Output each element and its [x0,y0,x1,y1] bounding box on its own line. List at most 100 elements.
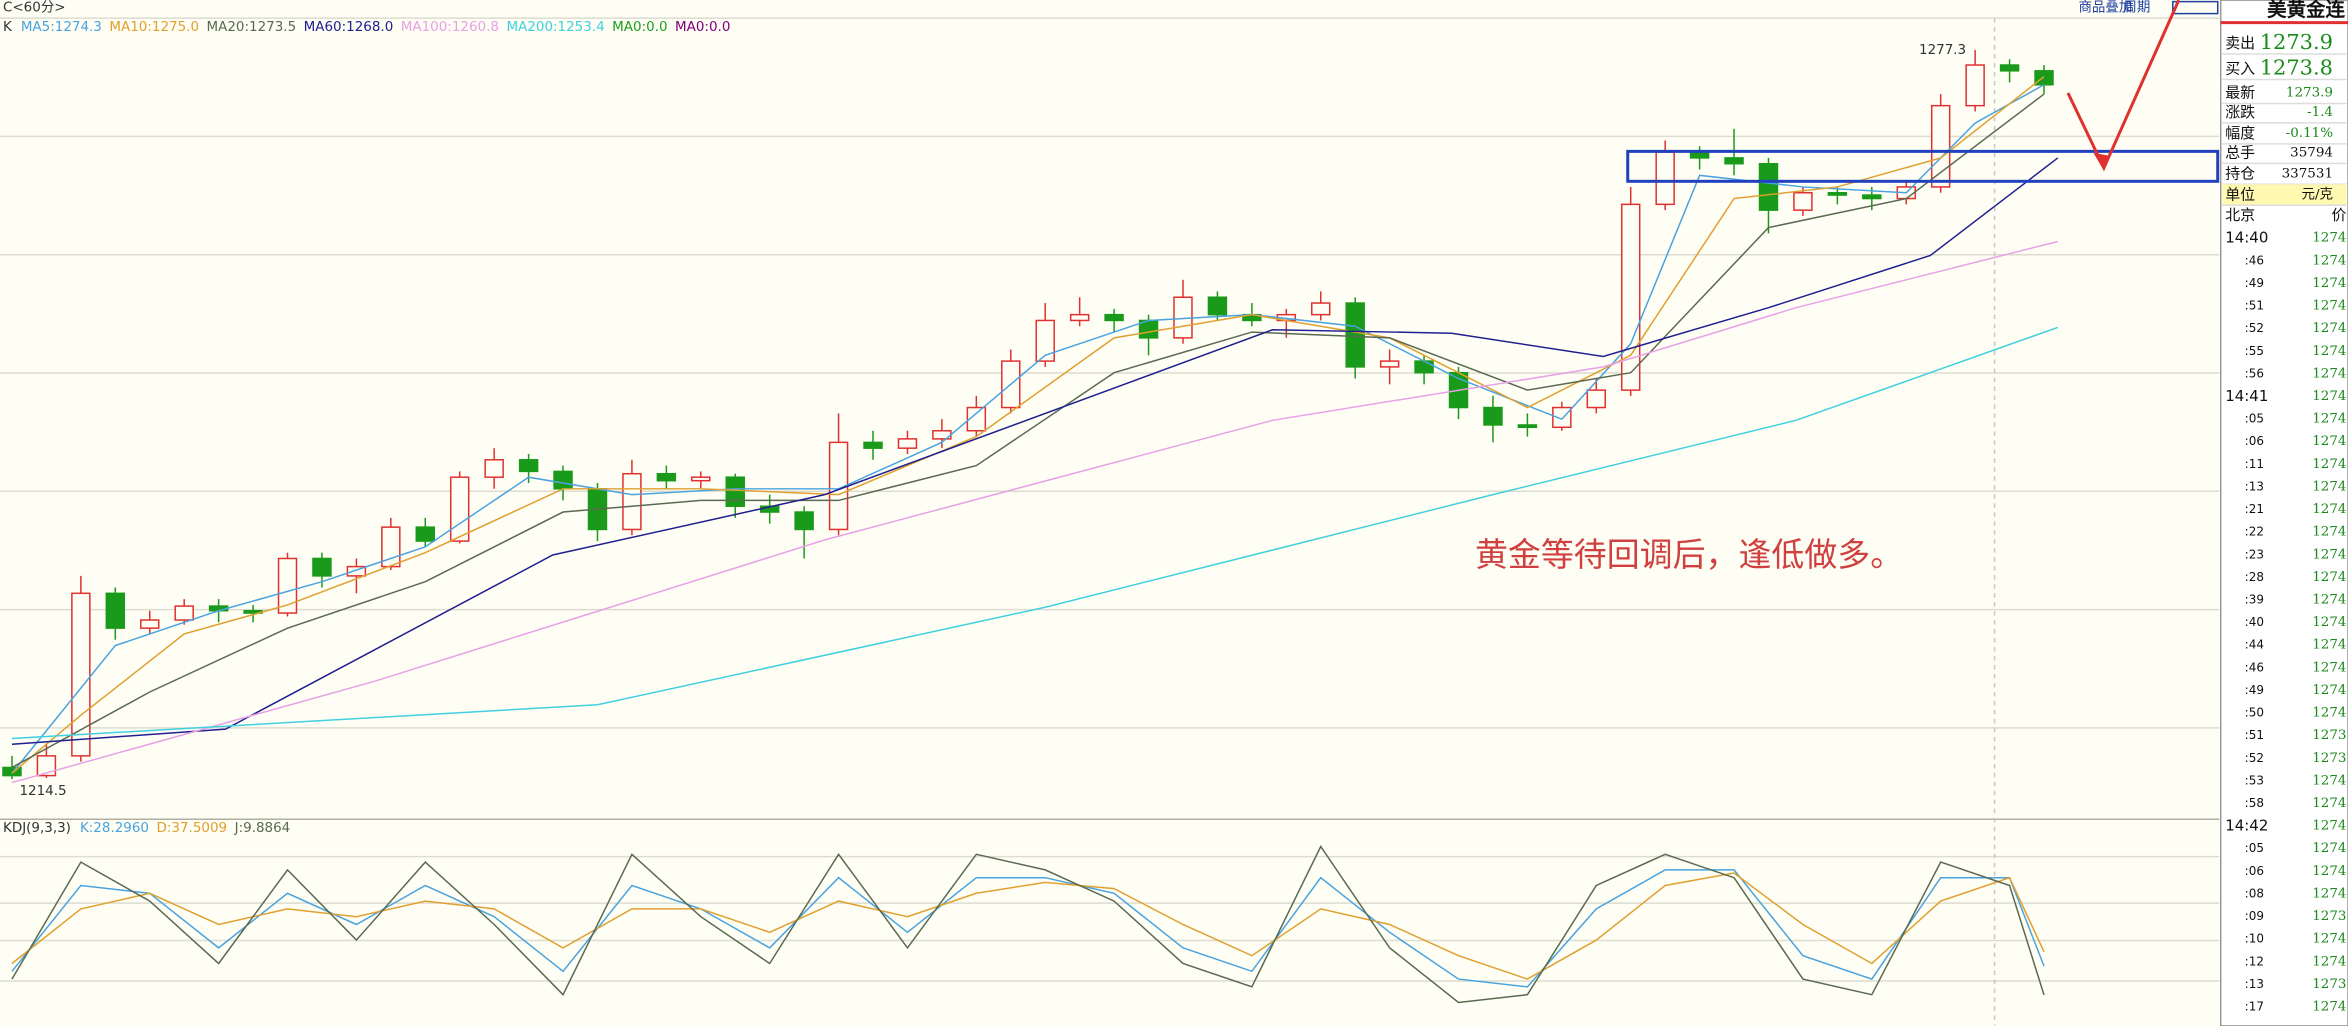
candle-body [1930,104,1951,188]
candle-body [1345,302,1365,368]
quote-label: 单位 [2225,185,2255,203]
quote-label: 最新 [2225,83,2255,101]
candle-body [174,605,194,621]
candle-body [1999,64,2020,72]
candle-body [1104,313,1124,322]
candle-body [415,526,436,542]
tick-time: :58 [2245,796,2264,810]
tick-time: :09 [2245,909,2264,923]
candle-body [1517,424,1538,429]
tick-price: 1274 [2312,840,2346,856]
quote-title: 美黄金连 [2267,0,2345,21]
tick-price: 1274 [2312,320,2346,336]
tick-time: :11 [2245,457,2264,471]
quote-label: 总手 [2225,143,2255,161]
tick-price: 1273 [2312,750,2346,766]
tick-time: :51 [2245,728,2264,742]
tick-time: :40 [2245,615,2264,629]
legend-entry: MA10:1275.0 [109,19,199,35]
tick-price: 1273 [2312,908,2346,924]
ticks-header: 价 [2332,206,2347,224]
quote-value: -1.4 [2307,104,2333,120]
tick-time: :28 [2245,570,2264,584]
candle-body [346,565,367,577]
tick-time: :22 [2245,525,2264,539]
period-button[interactable]: 周期 [2123,0,2150,16]
tick-price: 1274 [2312,885,2346,901]
tick-time: :52 [2245,751,2264,765]
tick-price: 1274 [2312,365,2346,381]
tick-time: 14:40 [2225,229,2268,247]
tick-price: 1274 [2312,818,2346,834]
quote-label: 持仓 [2225,164,2255,182]
quote-value: 1273.8 [2260,56,2333,80]
tick-time: :44 [2245,638,2264,652]
tick-time: 14:42 [2225,817,2268,835]
tick-price: 1274 [2312,524,2346,540]
candle-body [1483,406,1503,426]
legend-entry: MA100:1260.8 [401,19,499,35]
tick-time: :21 [2245,502,2264,516]
candle-body [484,459,504,478]
tick-time: :51 [2245,299,2264,313]
series-line [11,872,2045,980]
candle-body [312,557,332,577]
tick-price: 1274 [2312,230,2346,246]
candle-body [105,592,126,629]
candle-body [1552,406,1572,429]
legend-title: K [3,19,13,35]
legend-entry: MA0:0.0 [612,19,667,35]
candle-body [1965,64,1985,107]
arrow-head [2093,152,2110,171]
annotation: 黄金等待回调后，逢低做多。 [1475,535,1903,574]
tick-time: :46 [2245,253,2264,267]
tick-time: :06 [2245,434,2264,448]
series-line [11,157,2059,745]
tick-time: :39 [2245,593,2264,607]
toolbar-icons[interactable] [2172,0,2219,15]
quote-value: 337531 [2282,165,2333,181]
candle-body [1379,360,1400,368]
candle-body [449,476,470,542]
candle-body [1689,151,1710,159]
candle-body [1414,360,1434,374]
candle-body [1207,296,1228,316]
candle-body [1069,313,1090,322]
tick-price: 1274 [2312,999,2346,1015]
candle-body [1758,162,1779,211]
tick-time: :12 [2245,954,2264,968]
tick-price: 1274 [2312,388,2346,404]
candle-body [1793,191,1813,211]
series-line [11,240,2058,784]
candle-body [1655,151,1675,206]
tick-price: 1274 [2312,456,2346,472]
tick-price: 1274 [2312,411,2346,427]
candle-body [691,476,711,482]
overlay-button[interactable]: 商品叠加 [2078,0,2132,16]
tick-price: 1274 [2312,343,2346,359]
legend-entry: MA20:1273.5 [207,19,297,35]
tick-price: 1274 [2312,931,2346,947]
candle-body [725,476,745,507]
ticks-header: 北京 [2225,206,2255,224]
candle-body [1724,157,1744,165]
tick-price: 1274 [2312,546,2346,562]
unit-row-bg [2222,184,2347,206]
series-line [11,845,2045,1004]
period-label: C<60分> [3,0,66,16]
quote-value: 1273.9 [2260,30,2333,54]
tick-time: :23 [2245,547,2264,561]
candle-body [897,438,918,449]
candle-body [277,557,298,614]
tick-time: :13 [2245,977,2264,991]
tick-price: 1273 [2312,976,2346,992]
tick-time: :46 [2245,660,2264,674]
quote-label: 卖出 [2225,34,2255,52]
legend-entry: D:37.5009 [157,820,228,836]
tick-price: 1274 [2312,637,2346,653]
low-label: 1214.5 [19,783,66,799]
quote-panel: 美黄金连 卖出 1273.9 买入 1273.8 最新 1273.9 涨跌 -1.4 幅度 -0.… [2219,0,2348,1026]
legend-entry: MA5:1274.3 [21,19,102,35]
